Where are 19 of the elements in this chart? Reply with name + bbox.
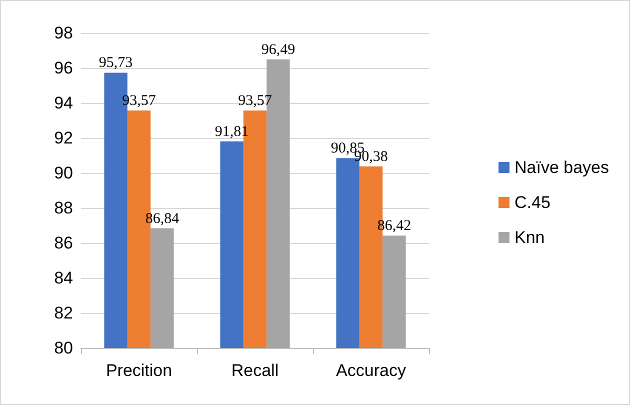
data-label: 96,49 <box>261 42 296 58</box>
data-label: 95,73 <box>98 55 133 72</box>
y-tick-label: 92 <box>54 128 73 148</box>
legend-label: Naïve bayes <box>514 158 610 177</box>
y-tick-label: 94 <box>54 94 73 112</box>
y-tick-label: 88 <box>54 198 73 218</box>
data-label: 93,57 <box>238 93 272 110</box>
y-tick-label: 90 <box>54 164 73 182</box>
y-tick-label: 98 <box>54 24 73 42</box>
y-tick-label: 82 <box>54 304 73 322</box>
x-tick-label: Recall <box>231 361 279 380</box>
x-tick-label: Precition <box>106 361 172 380</box>
y-tick-label: 80 <box>54 338 73 358</box>
y-tick-label: 84 <box>54 268 73 288</box>
y-tick-label: 96 <box>54 58 73 78</box>
x-tick-label: Accuracy <box>336 361 406 380</box>
legend-label: C.45 <box>514 193 550 212</box>
legend-label: Knn <box>514 228 545 247</box>
y-tick-label: 86 <box>54 234 73 252</box>
